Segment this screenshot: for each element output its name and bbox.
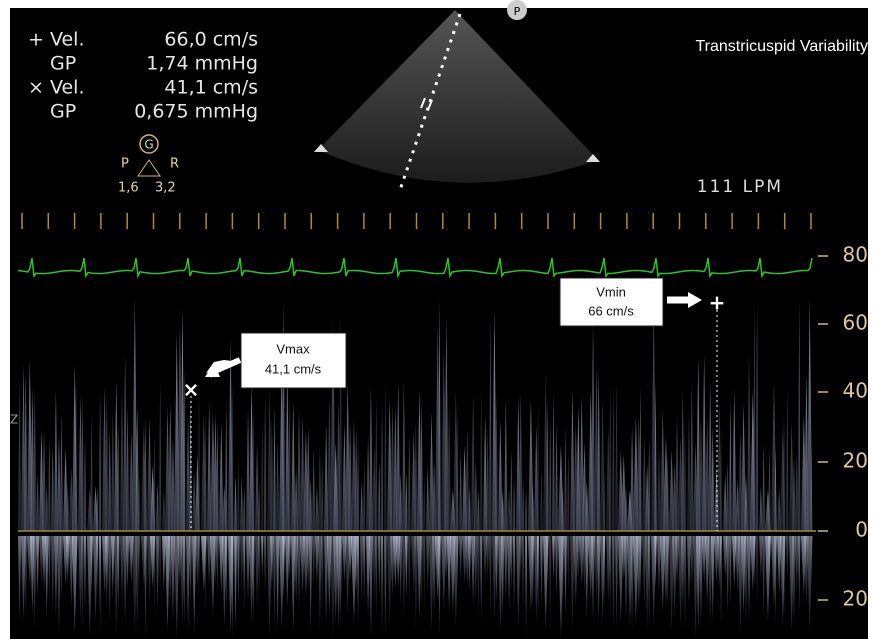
title: Transtricuspid Variability [696,38,869,55]
vmin-title: Vmin [596,284,626,299]
meas-value: 0,675 mmHg [134,101,258,123]
vmin-value: 66 cm/s [588,303,634,318]
scale-label: 80 [843,243,868,267]
gain-left: P [121,157,129,172]
scale-label: 20 [843,449,868,473]
vmax-title: Vmax [276,341,310,356]
meas-value: 66,0 cm/s [164,29,258,51]
gain-right: R [170,157,179,172]
scale-label: 0 [855,518,868,542]
meas-label: × Vel. [28,77,85,99]
vmax-value: 41,1 cm/s [265,361,322,376]
gain-badge-text: G [144,138,153,152]
meas-value: 1,74 mmHg [146,53,258,75]
side-marker: Z [10,413,18,427]
ultrasound-screen: P + Vel. 66,0 cm/s GP 1,74 mmHg × Vel. 4… [0,0,876,639]
vmin-caliper: + [709,291,726,315]
vmax-caliper: × [183,378,200,402]
scale-label: 60 [843,311,868,335]
gain-right-value: 3,2 [155,181,176,196]
meas-label: + Vel. [28,29,85,51]
scale-label: 40 [843,379,868,403]
scale-label: 20 [843,587,868,611]
gain-left-value: 1,6 [118,181,139,196]
heart-rate: 111 LPM [697,177,783,197]
meas-label: GP [50,53,76,75]
meas-value: 41,1 cm/s [164,77,258,99]
meas-label: GP [50,101,76,123]
probe-marker: P [514,5,521,18]
